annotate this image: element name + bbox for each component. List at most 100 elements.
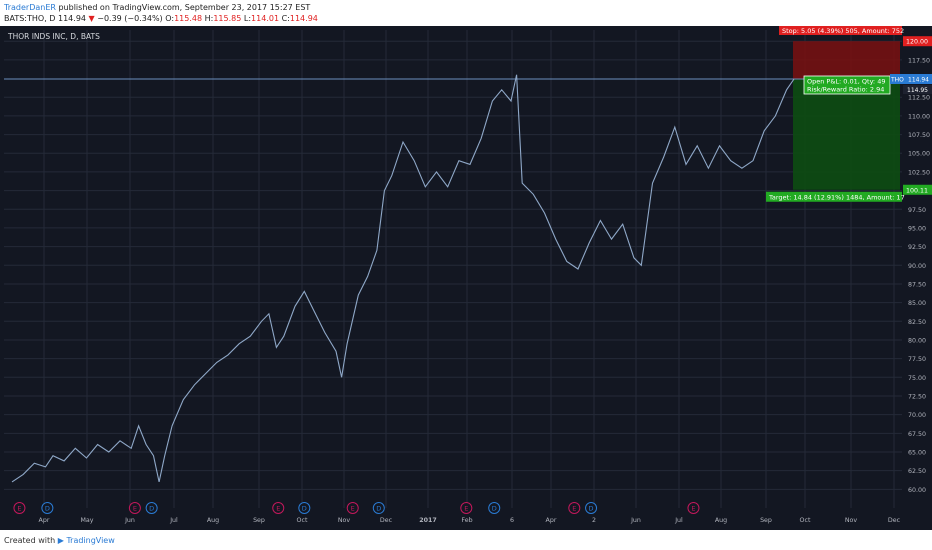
stop-price-tag xyxy=(903,36,932,47)
trade-zones xyxy=(4,41,900,190)
event-letter: D xyxy=(149,504,154,512)
y-tick-label: 60.00 xyxy=(908,487,926,494)
event-letter: E xyxy=(572,504,576,512)
event-circle xyxy=(41,502,54,514)
close-value: 114.94 xyxy=(289,14,318,23)
high-label: H: xyxy=(204,14,214,23)
x-tick-label: Oct xyxy=(800,517,811,524)
event-letter: E xyxy=(17,504,21,512)
dividend-marker[interactable]: D xyxy=(41,502,54,514)
tradingview-logo-icon: ▶ xyxy=(57,536,64,545)
event-letter: D xyxy=(302,504,307,512)
x-tick-label: Jun xyxy=(124,517,135,524)
last-price: 114.94 xyxy=(58,14,86,23)
event-letter: E xyxy=(133,504,137,512)
event-letter: E xyxy=(464,504,468,512)
earnings-marker[interactable]: E xyxy=(128,502,141,514)
y-tick-label: 62.50 xyxy=(908,468,926,475)
dividend-marker[interactable]: D xyxy=(298,502,311,514)
high-value: 115.85 xyxy=(213,14,242,23)
event-circle xyxy=(145,502,158,514)
y-tick-label: 67.50 xyxy=(908,431,926,438)
x-tick-label: 2017 xyxy=(419,517,437,524)
y-tick-label: 105.00 xyxy=(908,151,930,158)
target-label: Target: 14.84 (12.91%) 1484, Amount: 17 xyxy=(768,193,905,201)
created-with-text: Created with xyxy=(4,536,56,545)
event-circle xyxy=(585,502,598,514)
event-circle xyxy=(460,502,473,514)
price-tag-value: 114.94 xyxy=(908,76,929,83)
chart-background xyxy=(0,26,932,530)
event-circle xyxy=(128,502,141,514)
y-tick-label: 92.50 xyxy=(908,244,926,251)
y-tick-label: 95.00 xyxy=(908,225,926,232)
event-letter: E xyxy=(276,504,280,512)
earnings-marker[interactable]: E xyxy=(272,502,285,514)
event-letter: E xyxy=(691,504,695,512)
y-tick-label: 90.00 xyxy=(908,263,926,270)
price-tag2-value: 114.95 xyxy=(907,87,928,94)
x-tick-label: Dec xyxy=(380,517,393,524)
x-tick-label: Nov xyxy=(845,517,858,524)
x-tick-label: Oct xyxy=(297,517,308,524)
low-value: 114.01 xyxy=(251,14,280,23)
x-tick-label: Apr xyxy=(39,517,50,524)
author-link[interactable]: TraderDanER xyxy=(4,3,56,12)
y-tick-label: 117.50 xyxy=(908,57,930,64)
y-tick-label: 85.00 xyxy=(908,300,926,307)
open-value: 115.48 xyxy=(174,14,203,23)
event-letter: D xyxy=(376,504,381,512)
earnings-marker[interactable]: E xyxy=(346,502,359,514)
pnl-line-1: Open P&L: 0.01, Qty: 49 xyxy=(807,77,885,85)
x-tick-label: Jul xyxy=(674,517,683,524)
price-line xyxy=(11,74,795,483)
earnings-marker[interactable]: E xyxy=(13,502,26,514)
earnings-marker[interactable]: E xyxy=(568,502,581,514)
stop-loss-zone xyxy=(793,41,900,79)
chart-header: TraderDanER published on TradingView.com… xyxy=(0,0,932,26)
y-tick-label: 75.00 xyxy=(908,375,926,382)
trade-labels: Stop: 5.05 (4.39%) 505, Amount: 752120.0… xyxy=(766,26,932,202)
publish-info: TraderDanER published on TradingView.com… xyxy=(4,3,310,12)
target-label-bg xyxy=(766,191,902,202)
event-circle xyxy=(372,502,385,514)
x-tick-label: Sep xyxy=(253,517,265,524)
event-circle xyxy=(272,502,285,514)
earnings-marker[interactable]: E xyxy=(687,502,700,514)
target-price-tag xyxy=(903,184,932,195)
price-series xyxy=(11,74,795,483)
y-tick-label: 107.50 xyxy=(908,132,930,139)
tradingview-brand[interactable]: TradingView xyxy=(66,536,115,545)
dividend-marker[interactable]: D xyxy=(585,502,598,514)
y-tick-label: 72.50 xyxy=(908,393,926,400)
x-tick-label: Aug xyxy=(715,517,727,524)
earnings-marker[interactable]: E xyxy=(460,502,473,514)
dividend-marker[interactable]: D xyxy=(372,502,385,514)
x-tick-label: 2 xyxy=(592,517,596,524)
ohlc-legend: BATS:THO, D 114.94 ▼ −0.39 (−0.34%) O:11… xyxy=(4,14,318,23)
x-tick-label: Jul xyxy=(169,517,178,524)
price-chart[interactable]: E D E D E D E D E D E D E 60.00 62.50 65.00 67.50 70.00 7… xyxy=(0,26,932,530)
x-tick-label: Nov xyxy=(338,517,351,524)
x-tick-label: Dec xyxy=(888,517,901,524)
y-tick-label: 97.50 xyxy=(908,207,926,214)
event-circle xyxy=(687,502,700,514)
ticker-label: BATS:THO, D xyxy=(4,14,56,23)
chart-grid xyxy=(4,30,902,508)
y-tick-label: 102.50 xyxy=(908,169,930,176)
price-change: −0.39 (−0.34%) xyxy=(97,14,163,23)
dividend-marker[interactable]: D xyxy=(488,502,501,514)
x-tick-label: Aug xyxy=(207,517,219,524)
x-tick-label: May xyxy=(80,517,93,524)
open-label: O: xyxy=(165,14,175,23)
price-tag2-bg xyxy=(903,84,932,94)
price-tag-symbol: THO xyxy=(890,76,904,83)
y-tick-label: 70.00 xyxy=(908,412,926,419)
low-label: L: xyxy=(243,14,252,23)
pnl-box xyxy=(803,75,891,95)
event-circle xyxy=(568,502,581,514)
stop-label: Stop: 5.05 (4.39%) 505, Amount: 752 xyxy=(782,27,904,35)
event-letter: D xyxy=(45,504,50,512)
published-text: published on TradingView.com, September … xyxy=(55,3,311,12)
dividend-marker[interactable]: D xyxy=(145,502,158,514)
